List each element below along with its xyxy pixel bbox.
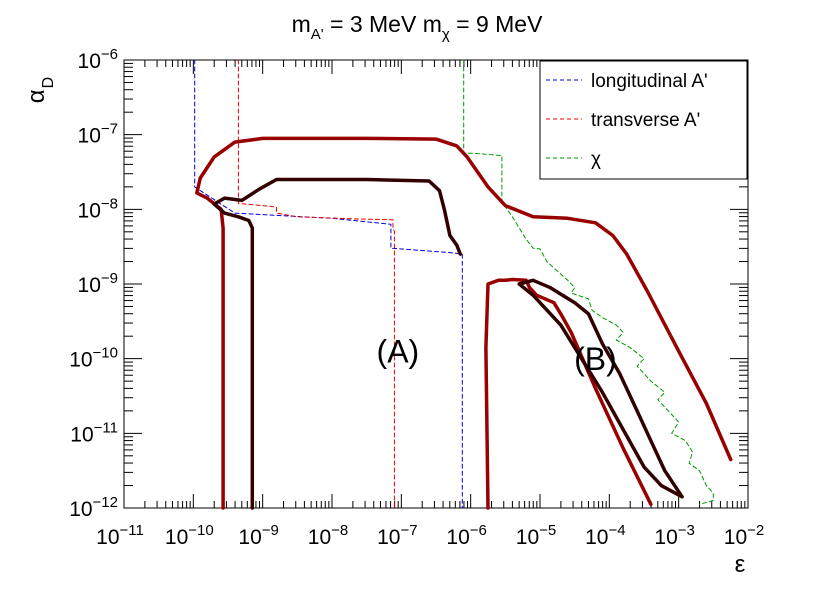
x-tick-label: 10−10	[165, 522, 214, 549]
annotations: (A) (B)	[377, 333, 617, 376]
x-tick-label: 10−6	[446, 522, 486, 549]
x-tick-label: 10−8	[308, 522, 348, 549]
region-annotation: (B)	[574, 341, 617, 377]
axis-tick-labels: 10−11 10−10 10−9 10−8 10−7 10−6 10−5 10−4 10−3 10…	[69, 46, 764, 549]
legend-box	[539, 60, 748, 180]
chart-title: mA' = 3 MeV mχ = 9 MeV	[292, 11, 544, 43]
y-tick-label: 10−8	[78, 195, 118, 222]
x-tick-label: 10−5	[516, 522, 556, 549]
y-tick-label: 10−10	[69, 345, 118, 372]
series-transverse-a	[237, 59, 395, 509]
x-tick-label: 10−9	[238, 522, 278, 549]
legend-entries: longitudinal A' transverse A' χ	[546, 71, 708, 170]
legend: longitudinal A' transverse A' χ	[539, 60, 748, 180]
y-tick-label: 10−12	[69, 494, 118, 521]
y-tick-label: 10−6	[78, 46, 118, 73]
x-tick-label: 10−4	[585, 522, 625, 549]
series-layer	[194, 59, 733, 510]
series-	[463, 59, 714, 505]
legend-label: χ	[591, 149, 601, 170]
legend-label: transverse A'	[591, 110, 700, 131]
series-contour-outer-b	[484, 277, 653, 510]
y-tick-label: 10−7	[78, 121, 118, 148]
x-tick-label: 10−3	[654, 522, 694, 549]
series-contour-inner-b	[517, 278, 684, 499]
series-contour-inner-a	[212, 177, 463, 510]
region-annotation: (A)	[377, 333, 420, 369]
x-tick-label: 10−7	[377, 522, 417, 549]
y-tick-label: 10−11	[70, 419, 118, 446]
y-tick-label: 10−9	[78, 270, 118, 297]
legend-label: longitudinal A'	[591, 71, 708, 92]
x-tick-label: 10−2	[724, 522, 764, 549]
y-axis-label: αD	[23, 77, 57, 103]
series-longitudinal-a	[194, 59, 463, 509]
x-tick-label: 10−11	[96, 522, 144, 549]
x-axis-label: ε	[735, 551, 746, 578]
series-contour-outer-a	[195, 136, 733, 510]
